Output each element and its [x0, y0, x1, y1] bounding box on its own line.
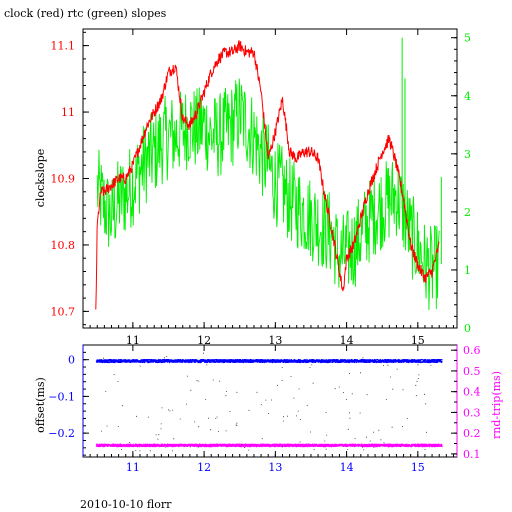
- top-y2-tick-label: 2: [464, 206, 471, 219]
- top-x-tick-label: 11: [126, 334, 140, 347]
- outlier-points: [100, 352, 432, 452]
- bottom-x-tick-label: 11: [126, 461, 140, 474]
- clock-series-line: [95, 39, 440, 310]
- bottom-x-tick-label: 13: [268, 461, 282, 474]
- top-y2-tick-label: 0: [464, 322, 471, 335]
- chart-title: clock (red) rtc (green) slopes: [4, 7, 167, 20]
- top-y-tick-label: 11.1: [51, 40, 76, 53]
- bottom-y2-tick-label: 0.1: [463, 448, 481, 461]
- bottom-y-tick-label: 0: [68, 354, 75, 367]
- bottom-x-tick-label: 14: [340, 461, 354, 474]
- bottom-y2-tick-label: 0.4: [463, 386, 481, 399]
- roundtrip-scatter: [95, 443, 443, 448]
- top-y-tick-label: 11: [61, 106, 75, 119]
- top-series-group: [95, 37, 442, 311]
- footer-label: 2010-10-10 florr: [80, 498, 172, 511]
- bottom-y2-tick-label: 0.5: [463, 365, 481, 378]
- top-x-tick-label: 14: [340, 334, 354, 347]
- top-x-tick-label: 13: [268, 334, 282, 347]
- top-x-tick-label: 15: [411, 334, 425, 347]
- top-y-tick-label: 10.7: [51, 305, 76, 318]
- bottom-axes: 11 12 13 14 15 0 −0.1 −0.2 0.1 0.2 0.3 0.4 0.5 0.6: [48, 344, 480, 474]
- top-y2-tick-label: 4: [464, 90, 471, 103]
- bottom-y2-tick-label: 0.3: [463, 406, 481, 419]
- bottom-x-tick-label: 15: [411, 461, 425, 474]
- bottom-x-tick-label: 12: [197, 461, 211, 474]
- top-y2-tick-label: 5: [464, 32, 471, 45]
- top-y2-tick-label: 3: [464, 148, 471, 161]
- top-y-tick-label: 10.8: [51, 239, 76, 252]
- top-x-tick-label: 12: [197, 334, 211, 347]
- top-y-tick-label: 10.9: [51, 173, 76, 186]
- bottom-panel: 11 12 13 14 15 0 −0.1 −0.2 0.1 0.2 0.3 0.4 0.5 0.6 of…: [34, 344, 503, 474]
- bottom-y-tick-label: −0.1: [48, 390, 75, 403]
- bottom-y2-tick-label: 0.2: [463, 427, 481, 440]
- bottom-series-group: [95, 352, 443, 452]
- bottom-y-tick-label: −0.2: [48, 427, 75, 440]
- top-y-axis-label: clockslope: [34, 149, 47, 207]
- top-y2-tick-label: 1: [464, 264, 471, 277]
- bottom-y-axis-label: offset(ms): [34, 377, 47, 433]
- bottom-y2-axis-label: rnd-trip(ms): [490, 371, 503, 439]
- offset-scatter: [95, 359, 443, 364]
- bottom-y2-tick-label: 0.6: [463, 344, 481, 357]
- rtc-series-line: [96, 78, 440, 311]
